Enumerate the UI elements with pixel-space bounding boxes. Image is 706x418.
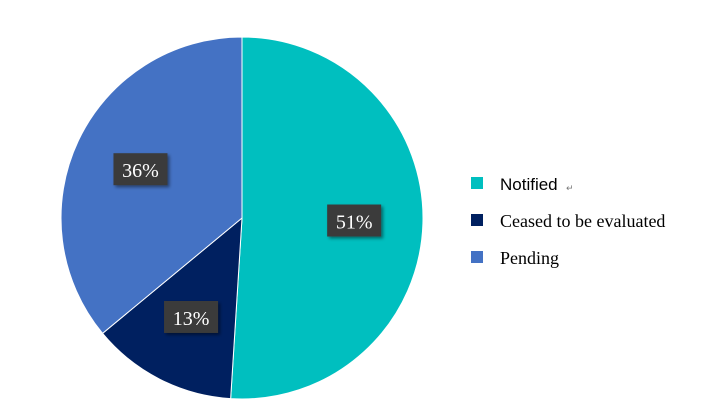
data-label-box [164, 300, 219, 333]
legend-item-ceased-to-be-evaluated: Ceased to be evaluated [471, 211, 665, 231]
data-label-text: 51% [336, 212, 373, 234]
legend-item-notified: Notified ↵ [471, 175, 574, 194]
legend: Notified ↵ Ceased to be evaluated Pending [471, 175, 665, 268]
legend-label: Ceased to be evaluated [500, 211, 665, 231]
data-label-pending: 36% [113, 153, 168, 186]
pie-data-labels: 51% 13% 36% [113, 153, 382, 333]
data-label-box [113, 153, 168, 186]
paragraph-return-icon: ↵ [566, 184, 574, 194]
data-label-notified: 51% [327, 204, 382, 237]
pie-slice-notified [230, 36, 424, 400]
legend-swatch [471, 214, 483, 226]
legend-swatch [471, 177, 483, 189]
legend-label: Notified [500, 175, 558, 194]
data-label-ceased-to-be-evaluated: 13% [164, 300, 219, 333]
legend-swatch [471, 251, 483, 263]
data-label-text: 36% [122, 160, 159, 182]
data-label-box [327, 204, 382, 237]
legend-item-pending: Pending [471, 248, 559, 268]
data-label-text: 13% [173, 308, 210, 330]
legend-label: Pending [500, 248, 559, 268]
